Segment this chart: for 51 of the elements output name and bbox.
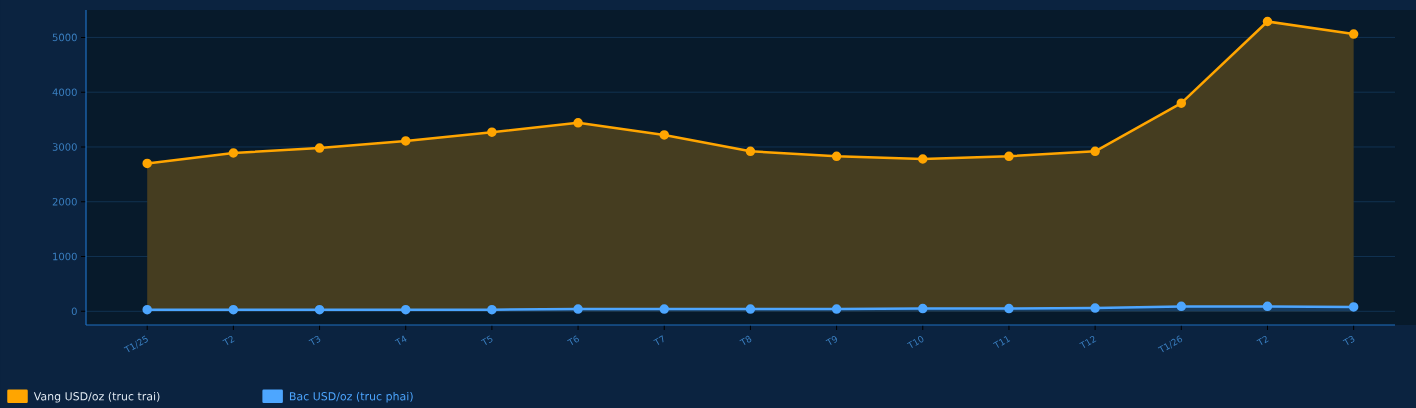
point <box>314 304 325 315</box>
point <box>487 127 497 137</box>
point <box>228 148 239 158</box>
y-tick-label: 0 <box>71 307 77 316</box>
point <box>1262 301 1273 312</box>
point <box>659 304 669 314</box>
point <box>1004 151 1014 162</box>
y-tick-label: 5000 <box>52 33 77 42</box>
point <box>1004 303 1014 314</box>
y-tick-label: 1000 <box>53 252 77 261</box>
point <box>1348 29 1359 39</box>
legend-label: Vang USD/oz (truc trai) <box>33 391 160 403</box>
x-tick-label: T4 <box>394 335 407 345</box>
point <box>1262 16 1273 27</box>
point <box>1348 302 1359 312</box>
x-tick-label: T3 <box>1342 335 1355 346</box>
x-tick-label: T8 <box>739 335 752 346</box>
point <box>1176 98 1187 108</box>
x-tick-label: T12 <box>1079 336 1097 348</box>
point <box>228 304 239 315</box>
x-tick-label: T2 <box>222 336 235 346</box>
point <box>918 154 928 164</box>
point <box>573 304 583 314</box>
point <box>142 304 152 315</box>
x-tick-label: T9 <box>825 336 838 346</box>
x-tick-label: T7 <box>653 335 664 345</box>
point <box>1090 146 1100 157</box>
point <box>1090 303 1100 313</box>
point <box>487 304 497 315</box>
y-tick-label: 2000 <box>52 197 77 206</box>
point <box>831 304 842 314</box>
y-tick-label: 4000 <box>52 88 77 96</box>
x-tick-label: T3 <box>308 335 321 346</box>
legend-label: Bac USD/oz (truc phai) <box>289 391 413 403</box>
point <box>745 146 756 157</box>
x-tick-label: T2 <box>1256 336 1269 346</box>
point <box>1176 301 1187 312</box>
point <box>745 304 756 314</box>
point <box>142 158 152 169</box>
point <box>400 136 411 146</box>
x-tick-label: T10 <box>906 335 924 348</box>
x-tick-label: T11 <box>992 335 1011 348</box>
point <box>918 303 928 314</box>
point <box>314 143 325 153</box>
point <box>659 130 669 140</box>
y-tick-label: 3000 <box>52 143 77 151</box>
x-tick-label: T6 <box>567 335 579 346</box>
x-tick-label: T5 <box>480 335 493 345</box>
point <box>831 151 842 162</box>
point <box>573 118 583 128</box>
point <box>400 304 411 315</box>
